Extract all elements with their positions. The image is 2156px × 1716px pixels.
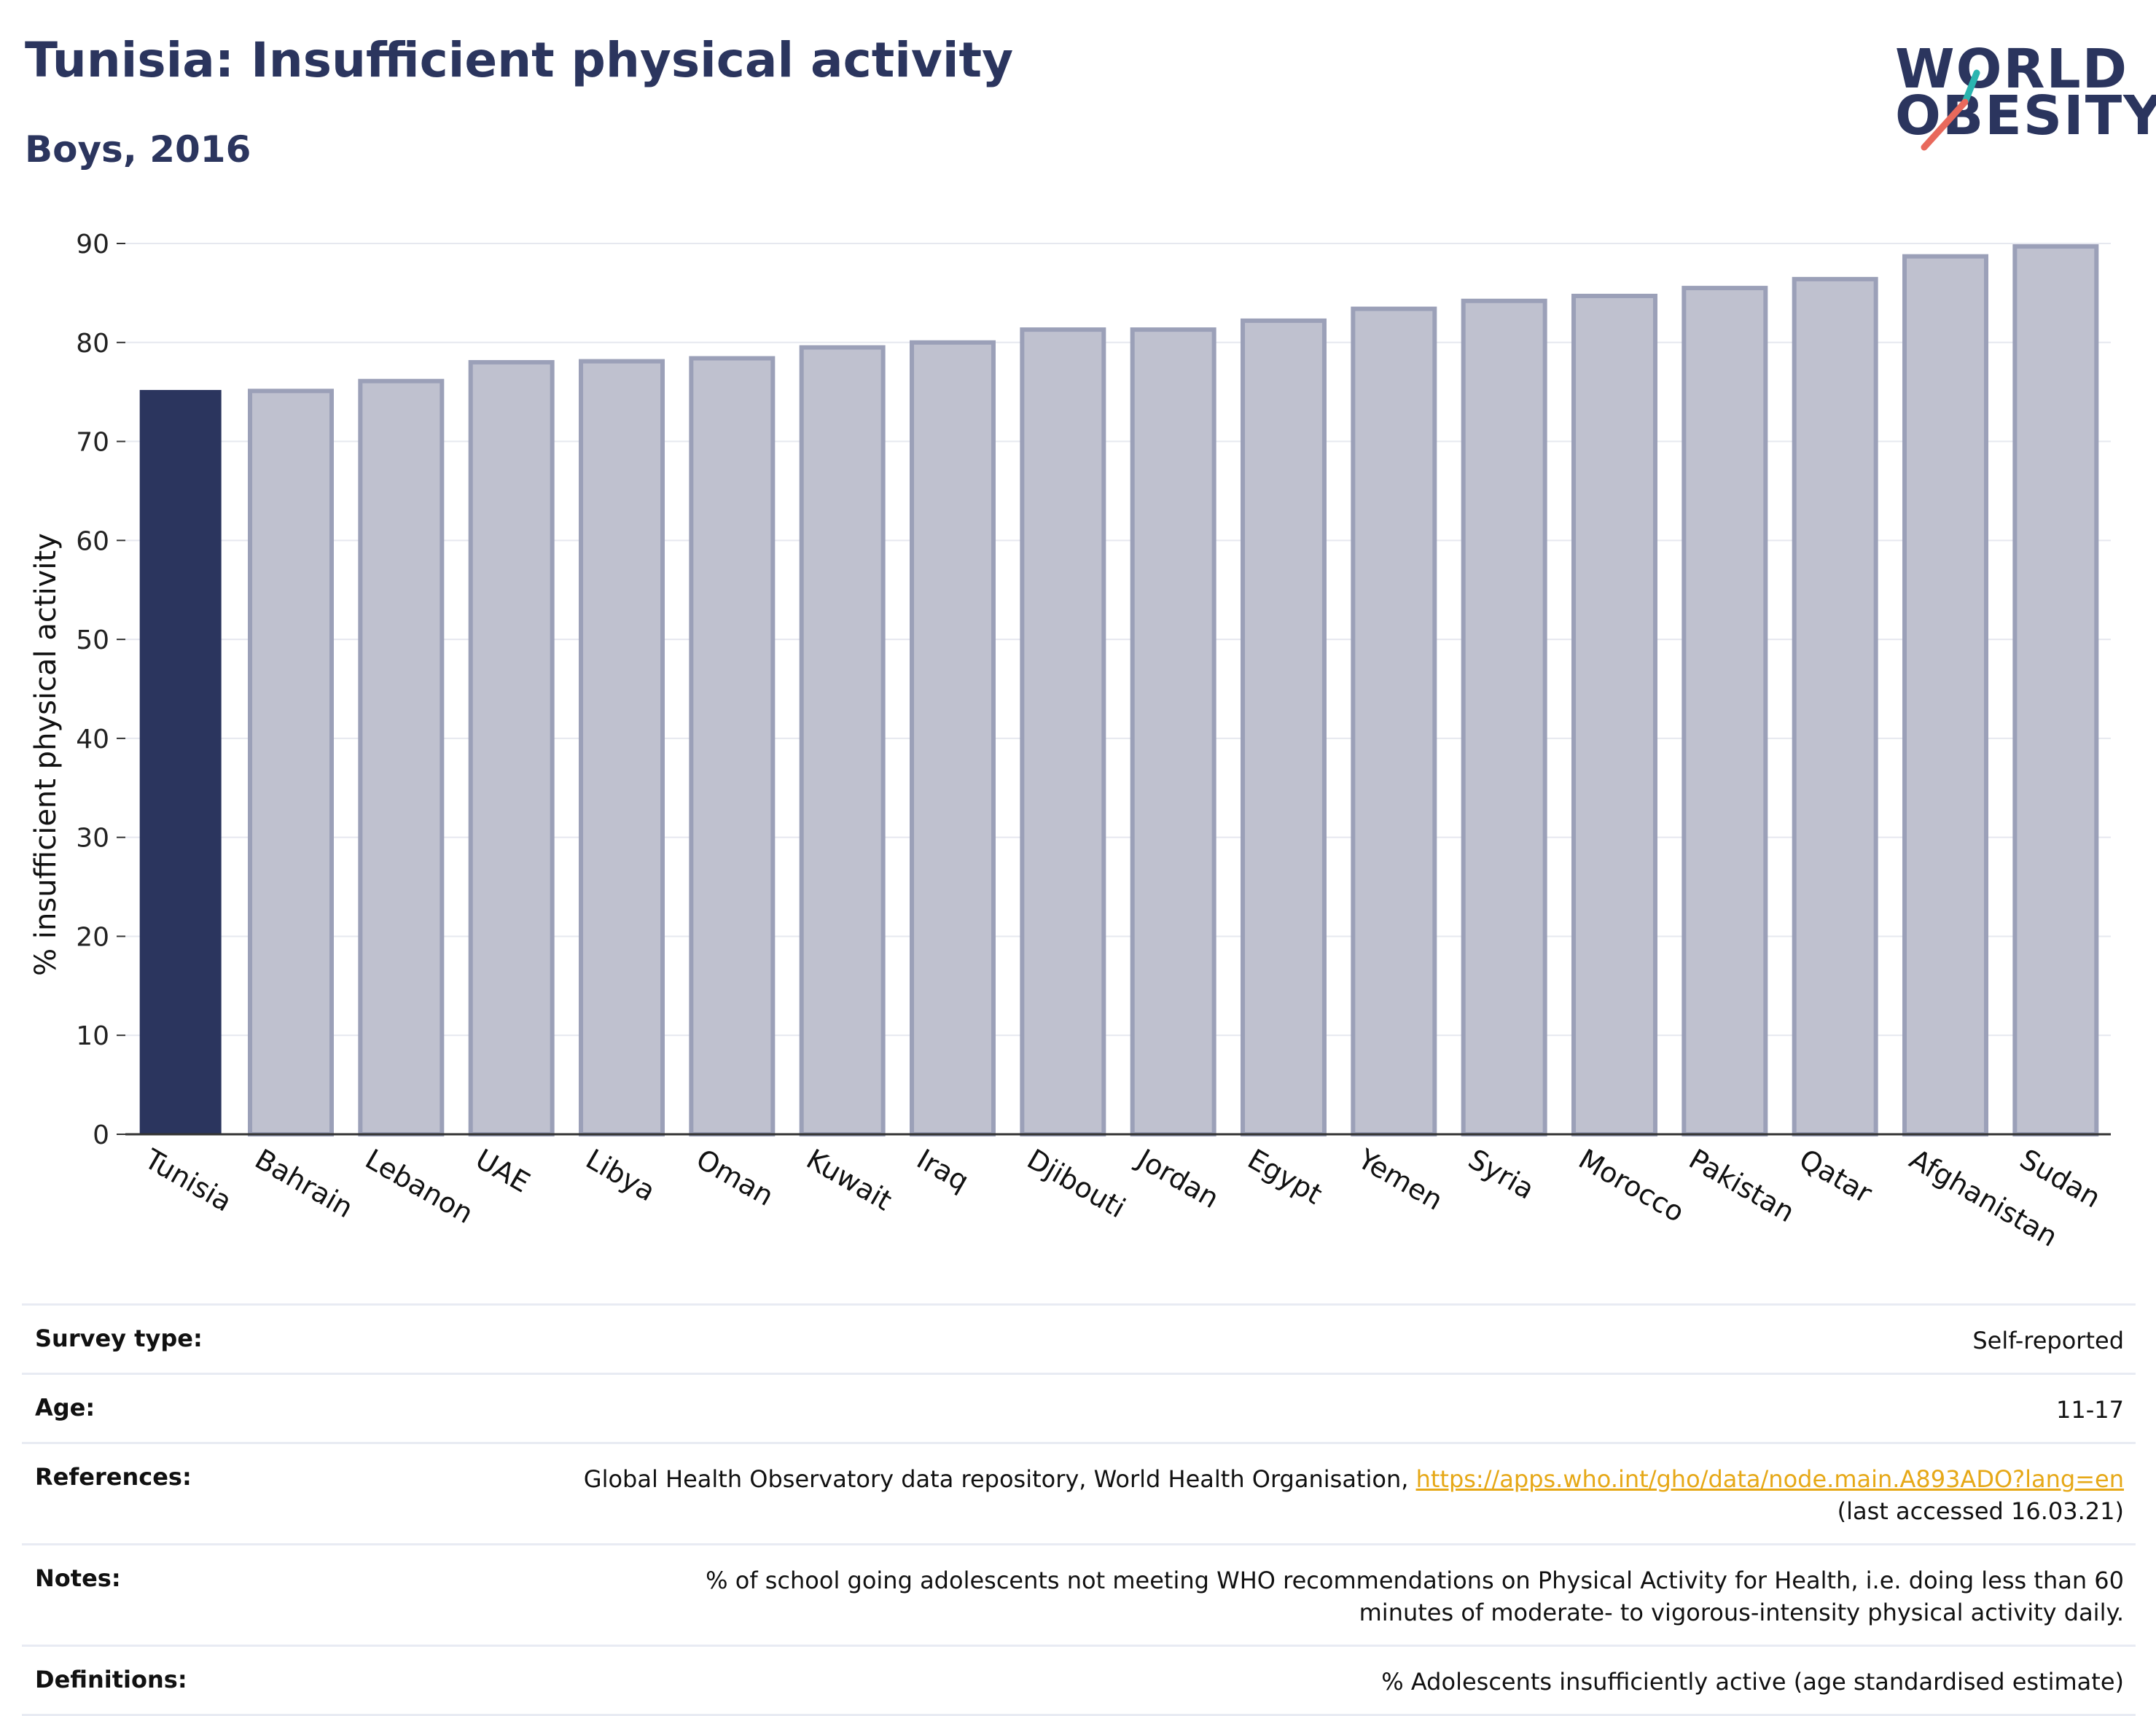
bar-lebanon [358, 378, 445, 1137]
bar-pakistan [1682, 286, 1768, 1137]
bar-syria [1461, 298, 1547, 1136]
y-tick-label: 70 [76, 428, 109, 458]
x-tick-label: Oman [691, 1143, 779, 1212]
y-tick-label: 50 [76, 625, 109, 655]
x-tick-label: Jordan [1130, 1142, 1224, 1215]
info-value: Global Health Observatory data repositor… [584, 1463, 2124, 1527]
bar-uae [468, 359, 555, 1136]
x-tick-label: Egypt [1243, 1143, 1328, 1211]
info-row-notes: Notes: % of school going adolescents not… [22, 1543, 2136, 1645]
bars [139, 244, 2099, 1137]
bar-bahrain [248, 389, 334, 1136]
bar-yemen [1351, 306, 1437, 1137]
bar-iraq [910, 340, 996, 1136]
reference-accessed: (last accessed 16.03.21) [1837, 1497, 2124, 1525]
y-tick-label: 10 [76, 1021, 109, 1051]
info-key: Age: [35, 1394, 95, 1421]
y-axis-ticks: 0 10 20 30 40 50 60 70 80 90 [76, 230, 125, 1150]
bar-jordan [1130, 327, 1216, 1136]
y-tick-label: 80 [76, 329, 109, 359]
info-key: References: [35, 1463, 192, 1491]
y-tick-label: 60 [76, 526, 109, 556]
bar-morocco [1571, 293, 1657, 1136]
x-tick-label: Iraq [912, 1143, 975, 1198]
bar-oman [689, 356, 776, 1137]
bar-kuwait [799, 345, 886, 1137]
x-tick-label: Libya [581, 1143, 661, 1208]
info-row-definitions: Definitions: % Adolescents insufficientl… [22, 1645, 2136, 1716]
chart-subtitle: Boys, 2016 [25, 128, 251, 171]
y-tick-label: 90 [76, 230, 109, 260]
y-tick-label: 40 [76, 725, 109, 754]
info-row-age: Age: 11-17 [22, 1373, 2136, 1442]
info-value: Self-reported [1972, 1327, 2124, 1354]
y-tick-label: 20 [76, 922, 109, 952]
x-tick-label: Bahrain [250, 1143, 359, 1225]
bar-libya [579, 359, 665, 1136]
world-obesity-logo: WORLD OBESITY [1895, 22, 2156, 153]
info-row-references: References: Global Health Observatory da… [22, 1442, 2136, 1543]
info-row-survey-type: Survey type: Self-reported [22, 1303, 2136, 1373]
info-key: Notes: [35, 1564, 121, 1592]
info-table: Survey type: Self-reported Age: 11-17 Re… [22, 1303, 2136, 1716]
y-tick-label: 30 [76, 824, 109, 854]
info-value: 11-17 [2056, 1396, 2124, 1424]
chart-title: Tunisia: Insufficient physical activity [25, 32, 1014, 88]
x-tick-label: Yemen [1352, 1142, 1448, 1217]
logo-word-world: WORLD [1895, 38, 2129, 101]
info-key: Survey type: [35, 1325, 203, 1352]
info-value: % Adolescents insufficiently active (age… [1381, 1668, 2124, 1696]
y-axis-label: % insufficient physical activity [29, 533, 63, 976]
x-tick-label: Tunisia [138, 1142, 237, 1218]
reference-link[interactable]: https://apps.who.int/gho/data/node.main.… [1415, 1465, 2124, 1493]
info-key: Definitions: [35, 1666, 187, 1693]
info-value: % of school going adolescents not meetin… [706, 1567, 2124, 1626]
x-tick-label: Qatar [1794, 1143, 1878, 1210]
bar-chart: 0 10 20 30 40 50 60 70 80 90 Tunisia Bahrain Lebano… [29, 230, 2111, 1253]
x-tick-label: Syria [1463, 1143, 1539, 1206]
x-tick-label: Sudan [2015, 1143, 2106, 1214]
x-tick-label: Kuwait [801, 1143, 897, 1217]
x-tick-label: Lebanon [360, 1143, 479, 1230]
logo-slash-icon [1921, 69, 1980, 151]
x-tick-label: Djibouti [1022, 1143, 1131, 1225]
bar-qatar [1792, 276, 1878, 1136]
x-tick-label: Morocco [1574, 1143, 1690, 1229]
y-tick-label: 0 [93, 1120, 109, 1150]
bar-afghanistan [1902, 254, 1988, 1136]
bar-egypt [1241, 318, 1327, 1137]
bar-djibouti [1020, 327, 1106, 1136]
bar-tunisia [139, 389, 222, 1134]
reference-text: Global Health Observatory data repositor… [583, 1465, 1416, 1493]
bar-sudan [2012, 244, 2099, 1136]
x-tick-label: UAE [470, 1143, 535, 1199]
x-tick-label: Pakistan [1684, 1143, 1800, 1229]
